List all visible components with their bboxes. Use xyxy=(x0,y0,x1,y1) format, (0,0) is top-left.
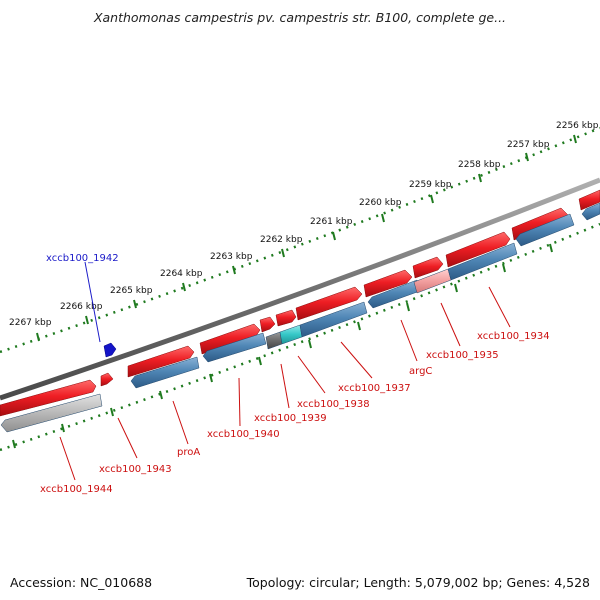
major-tick xyxy=(381,213,385,223)
accession-text: Accession: NC_010688 xyxy=(10,575,153,590)
gene-label-xccb100-1938[interactable]: xccb100_1938 xyxy=(297,399,370,410)
major-tick xyxy=(36,332,40,342)
major-tick xyxy=(525,152,529,162)
gene-label-xccb100-1934[interactable]: xccb100_1934 xyxy=(477,331,550,342)
kbp-label: 2256 kbp xyxy=(556,121,599,131)
kbp-label: 2264 kbp xyxy=(160,269,203,279)
major-tick xyxy=(308,339,312,349)
major-tick xyxy=(258,356,262,366)
gene-reverse[interactable] xyxy=(279,324,303,345)
major-tick xyxy=(133,299,137,309)
gene-label-proA[interactable]: proA xyxy=(177,447,200,458)
genome-title: Xanthomonas campestris pv. campestris st… xyxy=(93,10,507,25)
kbp-label: 2260 kbp xyxy=(359,198,402,208)
genome-summary-text: Topology: circular; Length: 5,079,002 bp… xyxy=(246,575,590,590)
major-tick xyxy=(549,243,553,253)
major-tick xyxy=(406,302,410,312)
major-tick xyxy=(232,265,236,275)
kbp-label: 2265 kbp xyxy=(110,286,153,296)
gene-reverse[interactable] xyxy=(515,213,575,247)
gene-forward[interactable] xyxy=(578,189,600,211)
blue-marker-gene[interactable] xyxy=(103,342,117,358)
gene-labels: xccb100_1942 xccb100_1944 xccb100_1943 p… xyxy=(40,253,550,495)
gene-reverse[interactable] xyxy=(202,332,267,363)
major-tick xyxy=(61,423,65,433)
major-tick xyxy=(430,194,434,204)
kbp-label: 2263 kbp xyxy=(210,252,253,262)
gene-forward[interactable] xyxy=(295,286,363,321)
major-tick xyxy=(502,263,506,273)
kbp-label: 2258 kbp xyxy=(458,160,501,170)
major-tick xyxy=(12,439,16,449)
gene-reverse[interactable] xyxy=(265,331,283,350)
gene-reverse[interactable] xyxy=(581,202,600,221)
major-tick xyxy=(209,373,213,383)
kbp-label: 2259 kbp xyxy=(409,180,452,190)
gene-forward[interactable] xyxy=(127,345,195,378)
kbp-label: 2266 kbp xyxy=(60,302,103,312)
gene-reverse[interactable] xyxy=(0,393,103,433)
gene-label-xccb100-1937[interactable]: xccb100_1937 xyxy=(338,383,411,394)
gene-forward[interactable] xyxy=(100,372,114,387)
major-tick xyxy=(454,283,458,293)
gene-reverse[interactable] xyxy=(447,242,518,281)
gene-label-xccb100-1942[interactable]: xccb100_1942 xyxy=(46,253,119,264)
kbp-label: 2257 kbp xyxy=(507,140,550,150)
gene-forward[interactable] xyxy=(363,269,413,298)
gene-label-argC[interactable]: argC xyxy=(409,366,432,377)
major-tick xyxy=(110,407,114,417)
major-tick xyxy=(182,282,186,292)
gene-label-xccb100-1935[interactable]: xccb100_1935 xyxy=(426,350,499,361)
gene-label-xccb100-1943[interactable]: xccb100_1943 xyxy=(99,464,172,475)
gene-label-xccb100-1944[interactable]: xccb100_1944 xyxy=(40,484,113,495)
gene-forward[interactable] xyxy=(412,256,444,279)
reverse-genes xyxy=(0,202,600,433)
kbp-label: 2262 kbp xyxy=(260,235,303,245)
gene-forward[interactable] xyxy=(259,316,276,333)
gene-label-xccb100-1939[interactable]: xccb100_1939 xyxy=(254,413,327,424)
major-tick xyxy=(478,173,482,183)
major-tick xyxy=(357,321,361,331)
major-tick xyxy=(85,315,89,325)
tick-ring-inner xyxy=(0,222,600,452)
major-tick xyxy=(332,231,336,241)
gene-reverse[interactable] xyxy=(299,301,368,338)
gene-reverse[interactable] xyxy=(130,356,200,389)
major-tick xyxy=(281,248,285,258)
backbone xyxy=(0,177,600,401)
gene-forward[interactable] xyxy=(275,309,297,327)
kbp-label: 2261 kbp xyxy=(310,217,353,227)
major-tick xyxy=(573,134,577,144)
gene-label-xccb100-1940[interactable]: xccb100_1940 xyxy=(207,429,280,440)
gene-forward[interactable] xyxy=(0,379,97,417)
gene-forward[interactable] xyxy=(199,323,261,355)
tick-ring-outer: 2256 kbp 2257 kbp 2258 kbp 2259 kbp 2260… xyxy=(0,121,600,354)
callout-lines xyxy=(59,261,511,481)
major-tick xyxy=(159,390,163,400)
kbp-label: 2267 kbp xyxy=(9,318,52,328)
gene-forward[interactable] xyxy=(445,231,511,268)
